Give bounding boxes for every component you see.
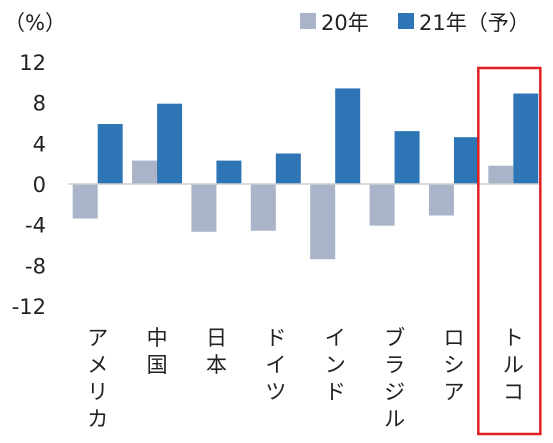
category-label: 中国 xyxy=(147,326,168,377)
y-tick-label: 4 xyxy=(33,132,46,156)
legend: 20年 21年（予） xyxy=(300,11,530,35)
category-label: 日本 xyxy=(206,326,227,377)
bar-21 xyxy=(513,93,539,184)
y-tick-label: -12 xyxy=(12,295,46,319)
bar-20 xyxy=(250,184,276,231)
y-tick-label: 8 xyxy=(33,92,46,116)
y-axis-ticks: 12 8 4 0 -4 -8 -12 xyxy=(12,51,46,319)
y-tick-label: -8 xyxy=(25,254,46,278)
bar-21 xyxy=(216,160,242,184)
bar-21 xyxy=(453,137,479,184)
bar-20 xyxy=(191,184,217,232)
bar-20 xyxy=(132,160,158,184)
highlight-box xyxy=(477,66,542,436)
bar-20 xyxy=(310,184,336,260)
category-label: ロシア xyxy=(443,326,464,404)
category-label: ブラジル xyxy=(384,326,405,431)
bar-20 xyxy=(72,184,98,219)
category-label: ドイツ xyxy=(265,326,286,404)
bar-21 xyxy=(157,103,183,184)
y-tick-label: -4 xyxy=(25,214,46,238)
legend-swatch-20 xyxy=(300,13,316,29)
bars xyxy=(72,88,539,260)
bar-21 xyxy=(97,124,123,184)
y-tick-label: 12 xyxy=(19,51,46,75)
category-label: アメリカ xyxy=(87,326,108,431)
bar-21 xyxy=(275,153,301,184)
bar-20 xyxy=(428,184,454,216)
bar-20 xyxy=(488,165,514,184)
category-label: インド xyxy=(325,326,346,404)
legend-label-21: 21年（予） xyxy=(419,11,530,35)
legend-swatch-21 xyxy=(398,13,414,29)
category-label: トルコ xyxy=(503,326,524,404)
legend-label-20: 20年 xyxy=(321,11,369,35)
bar-21 xyxy=(335,88,361,184)
unit-label: （%） xyxy=(4,11,66,35)
bar-20 xyxy=(369,184,395,226)
y-tick-label: 0 xyxy=(33,173,46,197)
bar-21 xyxy=(394,131,420,184)
